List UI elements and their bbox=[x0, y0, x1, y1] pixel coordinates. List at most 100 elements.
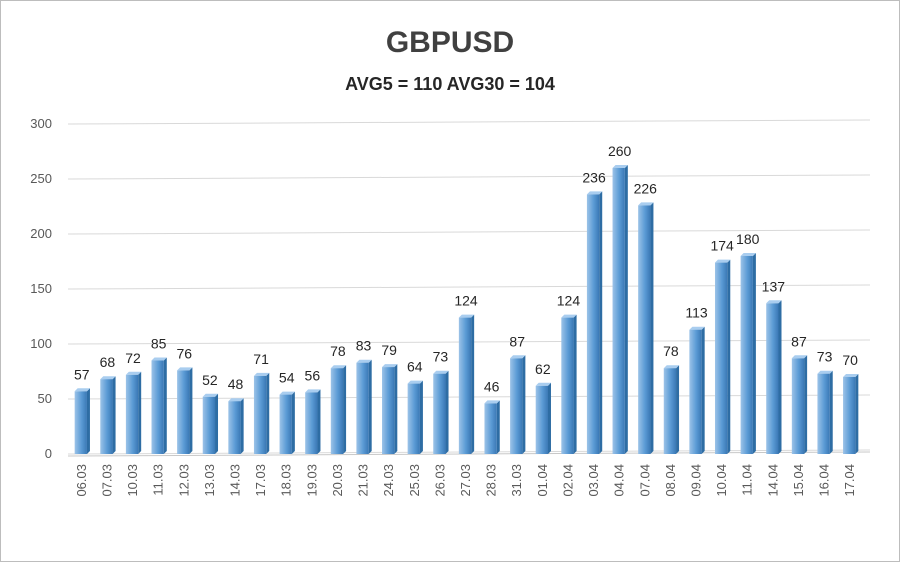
bar bbox=[638, 202, 654, 454]
bar-front bbox=[407, 383, 420, 454]
gridline-250 bbox=[67, 174, 871, 180]
bar-top bbox=[228, 398, 244, 402]
bar-side bbox=[215, 393, 219, 454]
bar-front bbox=[586, 194, 600, 454]
x-tick-label: 24.03 bbox=[381, 464, 396, 497]
bar-top bbox=[817, 370, 833, 374]
bar-side bbox=[445, 370, 449, 454]
bar bbox=[766, 300, 782, 454]
bar bbox=[714, 259, 731, 454]
data-label: 180 bbox=[736, 231, 760, 247]
bar-top bbox=[714, 259, 731, 263]
bar-front bbox=[228, 401, 241, 454]
data-label: 71 bbox=[253, 351, 269, 367]
bar-front bbox=[612, 168, 625, 454]
x-tick-label: 28.03 bbox=[484, 464, 499, 497]
x-tick-label: 27.03 bbox=[458, 464, 473, 497]
x-axis-ticks: 06.03 07.03 10.03 11.03 12.03 13.03 14.03 17.03… bbox=[74, 464, 857, 497]
data-label: 57 bbox=[74, 366, 90, 382]
bar bbox=[356, 359, 372, 454]
bar bbox=[253, 372, 270, 454]
x-tick-label: 08.04 bbox=[663, 464, 678, 497]
bar-side bbox=[343, 365, 347, 454]
x-tick-label: 15.04 bbox=[791, 464, 806, 497]
bar bbox=[433, 370, 449, 454]
x-tick-label: 26.03 bbox=[432, 464, 447, 497]
x-tick-label: 25.03 bbox=[407, 464, 422, 497]
x-tick-label: 18.03 bbox=[279, 464, 294, 497]
bar-top bbox=[177, 367, 193, 371]
bar-top bbox=[100, 376, 116, 380]
bar-top bbox=[151, 357, 167, 361]
bar-front bbox=[714, 262, 728, 454]
x-tick-label: 17.03 bbox=[253, 464, 268, 497]
bar bbox=[177, 367, 193, 454]
bar bbox=[612, 165, 628, 454]
data-labels: 57 68 72 85 76 52 48 71 54 56 78 83 79 64 73 124 46 87 62 1… bbox=[74, 143, 858, 394]
data-label: 174 bbox=[710, 238, 734, 254]
bar bbox=[74, 388, 90, 454]
bar-top bbox=[202, 393, 219, 397]
x-tick-label: 07.04 bbox=[637, 464, 652, 497]
x-tick-label: 10.03 bbox=[125, 464, 140, 497]
x-tick-label: 04.04 bbox=[612, 464, 627, 497]
bar-side bbox=[240, 398, 244, 454]
bar-top bbox=[612, 165, 628, 168]
x-tick-label: 31.03 bbox=[509, 464, 524, 497]
data-label: 78 bbox=[330, 343, 346, 359]
bar bbox=[458, 314, 475, 454]
bar bbox=[125, 371, 142, 454]
bar-side bbox=[676, 365, 680, 454]
bar bbox=[330, 365, 347, 454]
bar-front bbox=[561, 317, 574, 454]
bar-top bbox=[407, 380, 423, 384]
bar-side bbox=[650, 202, 654, 454]
bar-front bbox=[177, 370, 190, 454]
bar-side bbox=[368, 359, 372, 454]
bar-top bbox=[382, 364, 398, 368]
bar bbox=[407, 380, 423, 454]
gridline-300 bbox=[67, 119, 871, 125]
bar-front bbox=[74, 391, 87, 454]
bar-side bbox=[138, 371, 142, 454]
y-tick-label: 0 bbox=[45, 446, 52, 461]
data-label: 52 bbox=[202, 372, 218, 388]
bar-front bbox=[484, 403, 497, 454]
data-label: 79 bbox=[381, 342, 397, 358]
bar-front bbox=[330, 368, 344, 454]
bar-top bbox=[125, 371, 142, 375]
bar-side bbox=[573, 314, 577, 454]
bar-side bbox=[778, 300, 782, 454]
x-tick-label: 19.03 bbox=[304, 464, 319, 497]
bar-front bbox=[510, 358, 523, 454]
data-label: 113 bbox=[685, 305, 708, 321]
bar-side bbox=[266, 372, 270, 454]
bar-top bbox=[305, 389, 321, 393]
bar-side bbox=[163, 357, 167, 454]
bar bbox=[843, 374, 859, 454]
bar-front bbox=[382, 367, 395, 454]
bar bbox=[740, 253, 756, 454]
data-label: 72 bbox=[125, 350, 141, 366]
bar-front bbox=[151, 360, 164, 454]
data-label: 48 bbox=[228, 376, 244, 392]
y-tick-label: 100 bbox=[30, 336, 52, 351]
bar-top bbox=[791, 355, 808, 359]
data-label: 83 bbox=[356, 338, 372, 354]
x-tick-label: 06.03 bbox=[74, 464, 89, 497]
x-tick-label: 07.03 bbox=[99, 464, 114, 497]
bars bbox=[74, 165, 859, 454]
data-label: 46 bbox=[484, 378, 500, 394]
data-label: 87 bbox=[791, 333, 807, 349]
bar-side bbox=[471, 314, 475, 454]
x-tick-label: 12.03 bbox=[176, 464, 191, 497]
bar-side bbox=[727, 259, 731, 454]
data-label: 85 bbox=[151, 336, 167, 352]
bar-front bbox=[689, 329, 702, 454]
bar-top bbox=[484, 400, 500, 404]
bar-front bbox=[279, 394, 292, 454]
bar-side bbox=[599, 191, 603, 454]
bar bbox=[561, 314, 577, 454]
bar-front bbox=[100, 379, 113, 454]
y-tick-label: 50 bbox=[38, 391, 52, 406]
